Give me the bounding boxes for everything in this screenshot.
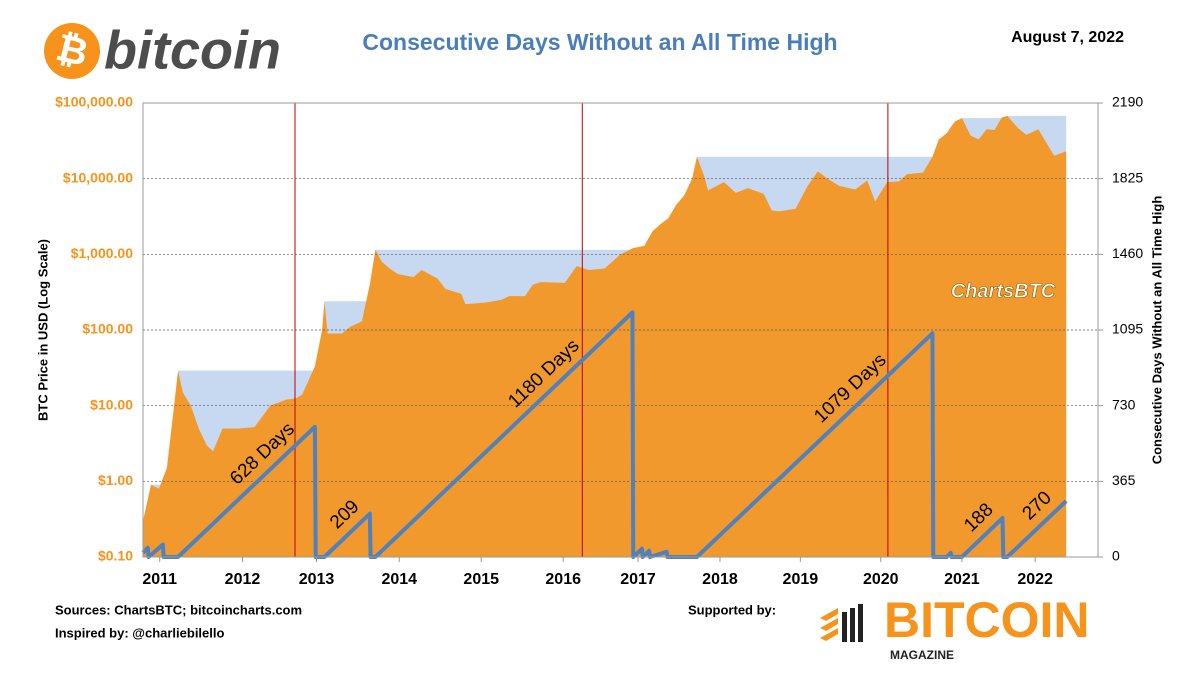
logo-bar	[850, 608, 855, 642]
supported-by: Supported by:	[688, 602, 776, 617]
y-tick-label: $10,000.00	[63, 169, 133, 185]
x-tick-label: 2014	[381, 571, 417, 588]
brand-sub: MAGAZINE	[890, 648, 954, 662]
y-tick-label: $100,000.00	[55, 94, 133, 110]
logo-bar	[842, 612, 847, 642]
watermark: ChartsBTC	[951, 280, 1056, 302]
magazine-logo	[820, 604, 863, 642]
date: August 7, 2022	[1011, 29, 1124, 46]
y2-tick-label: 365	[1112, 472, 1136, 488]
x-tick-label: 2017	[620, 571, 656, 588]
y-tick-label: $1.00	[98, 472, 133, 488]
logo-bar	[858, 604, 863, 642]
x-tick-label: 2022	[1017, 571, 1053, 588]
y-tick-label: $100.00	[82, 321, 133, 337]
chart-title: Consecutive Days Without an All Time Hig…	[362, 29, 837, 55]
x-tick-label: 2013	[299, 571, 335, 588]
y2-tick-label: 1460	[1112, 245, 1143, 261]
y2-tick-label: 1095	[1112, 321, 1143, 337]
y2-axis-title: Consecutive Days Without an All Time Hig…	[1149, 196, 1164, 465]
logo-icon	[44, 23, 100, 79]
y2-tick-label: 730	[1112, 396, 1136, 412]
y-tick-label: $0.10	[98, 548, 133, 564]
x-tick-label: 2011	[142, 571, 177, 588]
logo-stripe	[820, 618, 838, 631]
y2-tick-label: 0	[1112, 548, 1120, 564]
x-tick-label: 2020	[863, 571, 899, 588]
x-tick-label: 2015	[463, 571, 499, 588]
logo-text: bitcoin	[104, 20, 281, 80]
y-tick-label: $10.00	[90, 396, 133, 412]
logo-stripe	[820, 608, 838, 621]
x-tick-label: 2016	[545, 571, 581, 588]
x-tick-label: 2021	[944, 571, 980, 588]
brand: BITCOIN	[884, 592, 1090, 648]
inspired-by: Inspired by: @charliebilello	[55, 625, 224, 640]
y2-tick-label: 2190	[1112, 94, 1143, 110]
sources: Sources: ChartsBTC; bitcoincharts.com	[55, 602, 302, 617]
x-tick-label: 2012	[225, 571, 261, 588]
y2-tick-label: 1825	[1112, 169, 1143, 185]
x-tick-label: 2019	[783, 571, 819, 588]
y-axis-title: BTC Price in USD (Log Scale)	[35, 239, 50, 421]
logo-stripe	[820, 628, 838, 641]
y-tick-label: $1,000.00	[71, 245, 133, 261]
x-tick-label: 2018	[702, 571, 738, 588]
